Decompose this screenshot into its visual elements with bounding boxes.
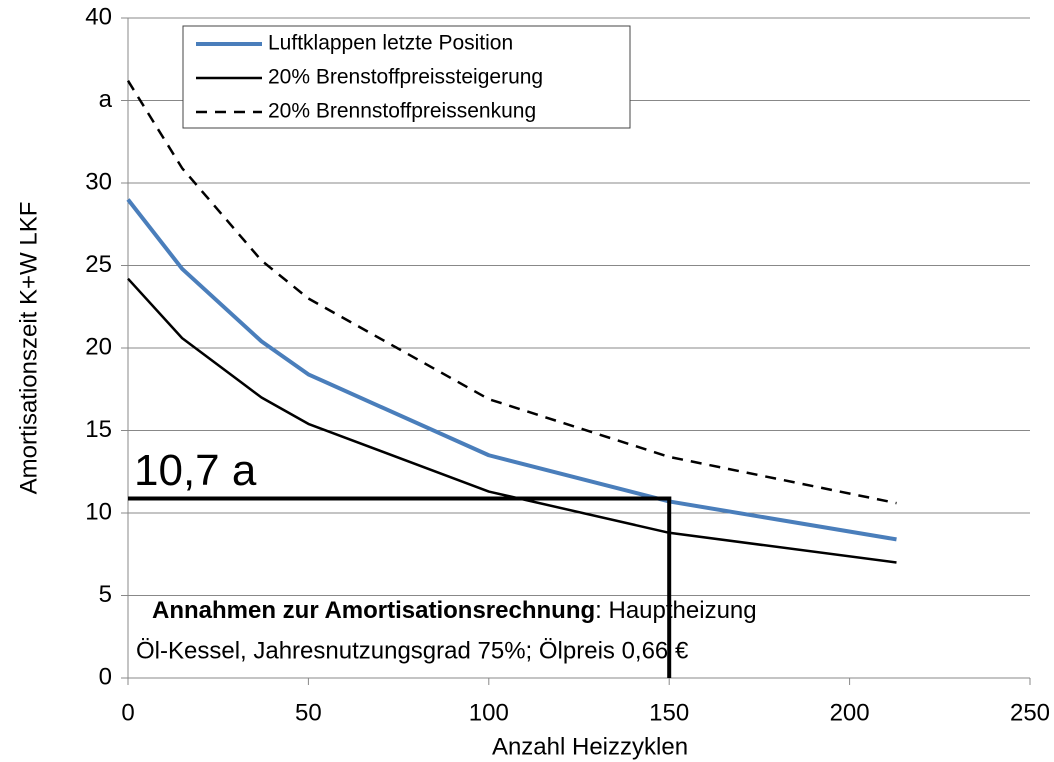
legend-label: 20% Brennstoffpreissenkung: [268, 100, 536, 123]
x-tick-label: 250: [1010, 699, 1050, 726]
legend-label: Luftklappen letzte Position: [268, 32, 513, 55]
x-tick-label: 150: [649, 699, 689, 726]
y-tick-label: 40: [85, 3, 112, 30]
y-tick-label: 10: [85, 498, 112, 525]
y-tick-label: 30: [85, 168, 112, 195]
x-tick-label: 200: [830, 699, 870, 726]
note-line-2: Öl-Kessel, Jahresnutzungsgrad 75%; Ölpre…: [136, 637, 689, 664]
y-tick-label: 0: [99, 663, 112, 690]
y-tick-label: 15: [85, 416, 112, 443]
x-tick-label: 0: [121, 699, 134, 726]
y-tick-label: a: [99, 86, 113, 113]
y-tick-label: 20: [85, 333, 112, 360]
note-line-1: Annahmen zur Amortisationsrechnung: Haup…: [152, 597, 757, 624]
x-tick-label: 50: [295, 699, 322, 726]
legend-label: 20% Brenstoffpreissteigerung: [268, 66, 543, 89]
y-tick-label: 5: [99, 581, 112, 608]
y-axis-label: Amortisationszeit K+W LKF: [15, 202, 42, 495]
x-tick-label: 100: [469, 699, 509, 726]
note-bold: Annahmen zur Amortisationsrechnung: [152, 597, 595, 624]
note-rest: : Hauptheizung: [595, 597, 756, 624]
marker-label: 10,7 a: [134, 446, 257, 495]
series-line: [126, 80, 897, 505]
x-axis-label: Anzahl Heizzyklen: [492, 733, 688, 760]
y-tick-label: 25: [85, 251, 112, 278]
